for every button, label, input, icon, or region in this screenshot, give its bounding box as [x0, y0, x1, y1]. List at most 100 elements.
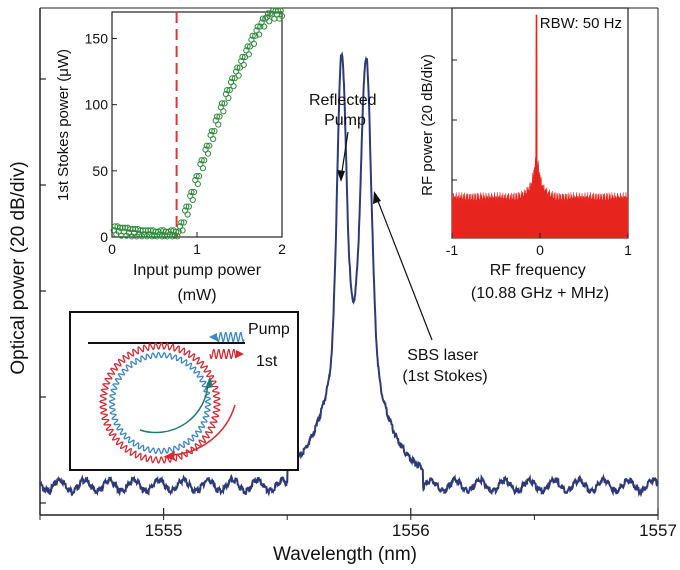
- main-x-tick-label-1: 1556: [392, 521, 430, 540]
- stokes-point-extra: [215, 121, 222, 128]
- stokes-x-label: Input pump power: [133, 262, 262, 279]
- annotation-sbs-laser-line1: SBS laser: [407, 347, 479, 364]
- stokes-point-extra: [184, 211, 191, 218]
- rf-spectrum-area: [451, 14, 629, 239]
- main-spectrum-line: [39, 51, 659, 498]
- stokes-point-extra: [208, 128, 215, 135]
- stokes-point-extra: [250, 40, 258, 47]
- stokes-point-extra: [194, 180, 201, 188]
- rf-x-label-tspan2: (10.88 GHz + MHz): [471, 285, 609, 302]
- stokes-point-extra: [264, 10, 272, 17]
- annotation-sbs-laser: SBS laser (1st Stokes): [402, 347, 487, 385]
- rf-title: RBW: 50 Hz: [540, 15, 622, 32]
- stokes-inset: 0 50 100 150 0 1 2 Input pump power (mW) 1st …: [55, 7, 286, 304]
- stokes-point-extra: [179, 227, 186, 234]
- stokes-point-extra: [240, 61, 247, 69]
- stokes-x-tick-label-2: 2: [278, 241, 286, 257]
- stokes-point-extra: [234, 64, 241, 71]
- stokes-point-extra: [213, 113, 221, 120]
- stokes-point-extra: [190, 188, 198, 196]
- stokes-x-tick-label-1: 1: [193, 241, 201, 257]
- ring-stokes-arrow: [169, 404, 236, 456]
- stokes-y-label: 1st Stokes power (μW): [55, 49, 72, 201]
- stokes-point-extra: [221, 100, 228, 107]
- ring-diagram: Pump 1st: [69, 311, 299, 471]
- stokes-y-tick-label-3: 150: [85, 30, 109, 46]
- main-plot: 1555 1556 1557 Wavelength (nm) Optical pow…: [8, 7, 677, 565]
- stokes-point-extra: [183, 203, 190, 210]
- label-1st: 1st: [256, 353, 278, 370]
- arrow-sbs-laser-head: [373, 191, 381, 204]
- main-y-ticks: [40, 78, 46, 504]
- rf-inset: RBW: 50 Hz -1 0 1 RF frequency (10.88 GHz …: [419, 7, 632, 302]
- stokes-point-extra: [204, 150, 212, 157]
- stokes-y-ticks: 0 50 100 150: [85, 30, 117, 245]
- stokes-point-extra: [210, 135, 217, 143]
- waveguide-stokes-arrowhead: [236, 350, 244, 358]
- stokes-point-extra: [261, 23, 268, 30]
- rf-x-tick-label-1: 0: [536, 242, 544, 258]
- rf-x-ticks: -1 0 1: [446, 233, 632, 258]
- stokes-point-extra: [188, 188, 195, 196]
- stokes-inset-frame: [111, 11, 283, 238]
- waveguide-pump-arrowhead: [209, 333, 217, 341]
- ring-stokes-wave: [99, 342, 221, 464]
- stokes-y-tick-label-1: 50: [92, 163, 108, 179]
- stokes-point-extra: [185, 203, 193, 210]
- arrow-reflected-pump: [340, 131, 349, 179]
- stokes-point-extra: [230, 83, 237, 90]
- ring-pump-arrow: [139, 382, 209, 434]
- stokes-x-tick-label-0: 0: [108, 241, 116, 257]
- stokes-point-extra: [203, 142, 210, 149]
- ring-stokes-arrow-head: [163, 451, 175, 460]
- stokes-point-extra: [206, 142, 213, 149]
- main-x-ticks: 1555 1556 1557: [39, 508, 677, 540]
- stokes-point-extra: [266, 18, 273, 25]
- stokes-point-extra: [226, 86, 233, 94]
- annotation-reflected-pump: Reflected Pump: [309, 92, 381, 129]
- stokes-point-extra: [245, 51, 252, 58]
- ring-pump-arrow-head: [205, 376, 213, 389]
- main-x-tick-label-0: 1555: [145, 521, 183, 540]
- stokes-point-extra: [255, 31, 263, 38]
- stokes-point-extra: [198, 157, 205, 164]
- main-x-label: Wavelength (nm): [273, 544, 417, 565]
- rf-x-label-line1: RF frequency (10.88 GHz + MHz): [471, 262, 609, 302]
- stokes-point-extra: [244, 43, 251, 50]
- annotation-reflected-pump-line2: Pump: [324, 112, 366, 129]
- stokes-point-extra: [193, 173, 200, 180]
- main-x-tick-label-2: 1557: [639, 521, 677, 540]
- rf-x-tick-label-0: -1: [446, 242, 459, 258]
- stokes-point-extra: [235, 72, 242, 79]
- stokes-point-extra: [275, 7, 282, 14]
- stokes-point-extra: [211, 128, 218, 135]
- stokes-points: [110, 7, 286, 240]
- arrow-sbs-laser: [375, 195, 433, 341]
- arrow-reflected-pump-head: [337, 170, 345, 182]
- rf-x-label-tspan1: RF frequency: [490, 262, 586, 279]
- stokes-point-extra: [254, 23, 261, 30]
- stokes-point-extra: [201, 157, 208, 164]
- stokes-point-extra: [259, 15, 266, 22]
- stokes-point-extra: [220, 108, 227, 115]
- ring-pump-wave: [108, 351, 212, 455]
- stokes-point-extra: [249, 32, 256, 39]
- stokes-y-tick-label-2: 100: [85, 97, 109, 113]
- stokes-point-extra: [196, 173, 203, 180]
- stokes-point-extra: [239, 53, 246, 61]
- stokes-point-extra: [218, 100, 226, 107]
- rf-x-tick-label-2: 1: [624, 242, 632, 258]
- stokes-point-extra: [229, 75, 236, 82]
- rf-y-label: RF power (20 dB/div): [419, 54, 436, 196]
- stokes-point-extra: [180, 219, 187, 226]
- stokes-point-extra: [224, 86, 231, 94]
- waveguide-stokes-wave: [209, 349, 237, 359]
- stokes-x-label-unit: (mW): [177, 287, 216, 304]
- stokes-point-extra: [189, 196, 196, 204]
- label-pump: Pump: [248, 321, 290, 338]
- stokes-point-12: [171, 232, 178, 239]
- stokes-point-33: [278, 12, 286, 20]
- annotation-sbs-laser-line2: (1st Stokes): [402, 368, 487, 385]
- stokes-point-extra: [257, 23, 264, 30]
